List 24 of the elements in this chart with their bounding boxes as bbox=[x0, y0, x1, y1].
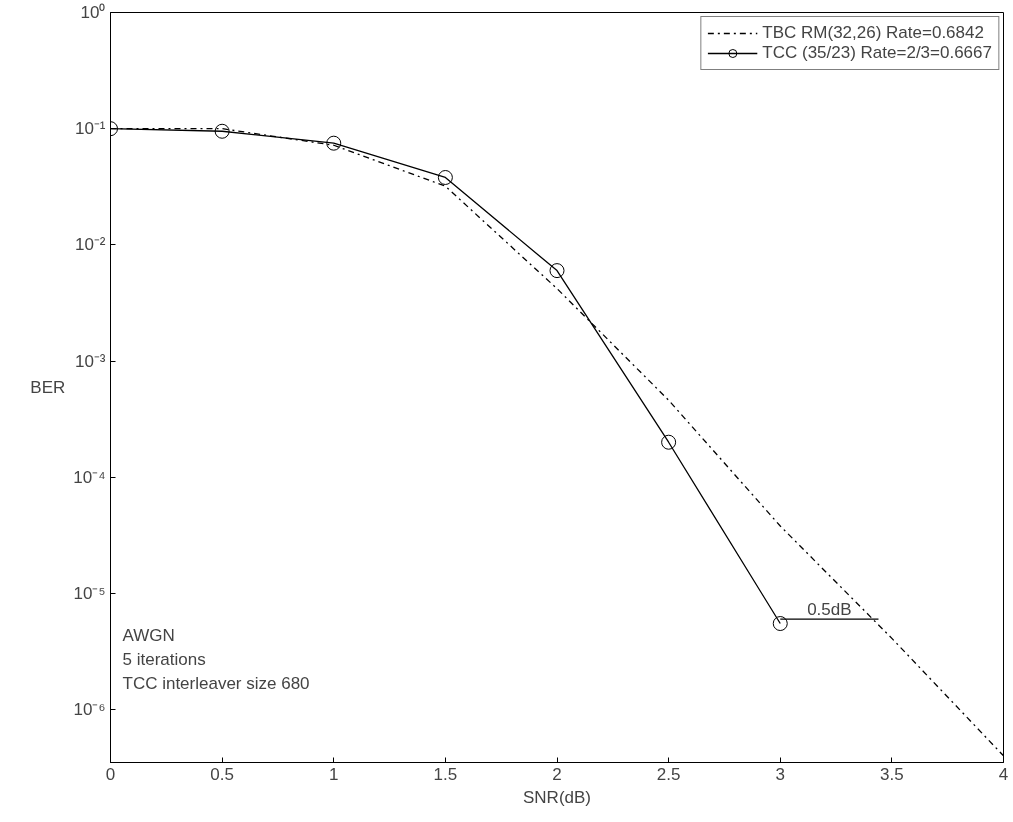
y-tick-label: 10⁻⁶ bbox=[73, 700, 106, 720]
x-tick-label: 0 bbox=[105, 764, 116, 784]
annotation: AWGN bbox=[122, 625, 175, 645]
x-tick-label: 3 bbox=[775, 764, 785, 784]
annotation: 5 iterations bbox=[122, 649, 206, 669]
x-tick-label: 4 bbox=[998, 764, 1009, 784]
y-tick-label: 10⁻² bbox=[74, 235, 106, 255]
legend-label: TBC RM(32,26) Rate=0.6842 bbox=[762, 23, 984, 43]
x-tick-label: 2 bbox=[552, 764, 562, 784]
y-tick-label: 10⁻⁴ bbox=[73, 467, 106, 487]
x-tick-label: 0.5 bbox=[210, 764, 234, 784]
y-axis-title: BER bbox=[30, 378, 66, 397]
y-tick-label: 10⁰ bbox=[80, 3, 106, 22]
y-tick-label: 10⁻³ bbox=[74, 351, 106, 371]
x-tick-label: 1.5 bbox=[433, 764, 458, 784]
y-tick-label: 10⁻⁵ bbox=[73, 583, 106, 603]
legend-label: TCC (35/23) Rate=2/3=0.6667 bbox=[762, 43, 992, 63]
annotation: 0.5dB bbox=[807, 600, 852, 620]
x-tick-label: 3.5 bbox=[880, 764, 904, 784]
y-tick-label: 10⁻¹ bbox=[74, 119, 106, 139]
x-axis-title: SNR(dB) bbox=[523, 787, 592, 807]
x-tick-label: 2.5 bbox=[656, 764, 681, 784]
annotation: TCC interleaver size 680 bbox=[122, 673, 310, 693]
x-tick-label: 1 bbox=[329, 764, 339, 784]
